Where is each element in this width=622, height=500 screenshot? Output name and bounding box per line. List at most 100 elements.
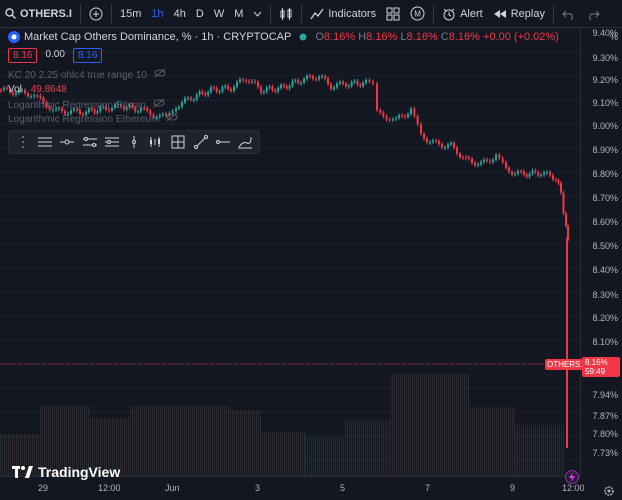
candle [82, 113, 84, 115]
volume-bar [341, 437, 342, 476]
bars-pattern-tool-icon[interactable] [146, 132, 166, 152]
volume-bar [110, 418, 111, 476]
volume-bar [12, 434, 13, 476]
candle [432, 140, 434, 143]
alert-button[interactable]: Alert [437, 0, 488, 28]
fib-tool-icon[interactable] [102, 132, 122, 152]
symbol-search[interactable]: OTHERS.I [0, 0, 77, 28]
cross-line-tool-icon[interactable] [168, 132, 188, 152]
candle [342, 81, 344, 84]
volume-bar [142, 406, 143, 476]
candle [459, 153, 461, 158]
volume-bar [218, 406, 219, 476]
volume-bar [315, 437, 316, 476]
candle [404, 116, 406, 118]
interval-dropdown[interactable] [248, 0, 267, 28]
price-chart[interactable] [0, 28, 580, 476]
volume-bar [504, 407, 505, 476]
indicators-button[interactable]: Indicators [305, 0, 381, 28]
price-tick-label: 7.73% [592, 448, 618, 458]
candle [152, 114, 155, 117]
interval-1h[interactable]: 1h [151, 7, 164, 20]
volume-bar [527, 425, 528, 476]
candle [198, 91, 201, 95]
drag-handle-icon[interactable] [13, 132, 33, 152]
candle [165, 114, 167, 116]
volume-bar [48, 406, 49, 476]
candle [372, 81, 374, 84]
indicator-kc[interactable]: KC 20 2.25 ohlc4 true range 10 [8, 68, 166, 81]
interval-4h[interactable]: 4h [173, 7, 186, 20]
trade-price-box: 8.16 0.00 8.16 [8, 48, 103, 63]
redo-button[interactable] [581, 0, 605, 28]
parallel-channel-tool-icon[interactable] [80, 132, 100, 152]
time-tick-label: 9 [510, 483, 516, 493]
vertical-line-tool-icon[interactable] [124, 132, 144, 152]
volume-bar [0, 434, 1, 476]
volume-bar [448, 374, 449, 476]
price-axis[interactable]: % 9.40% 9.30% 9.20% 9.10% 9.00% 8.90% 8.80% 8.7… [545, 28, 622, 476]
candle [51, 109, 54, 111]
interval-d[interactable]: D [195, 7, 204, 20]
time-tick-label: 29 [38, 483, 49, 493]
volume-bar [100, 418, 101, 476]
tradingview-logo[interactable]: TradingView [12, 464, 120, 480]
volume-bar [387, 419, 388, 476]
volume-bar [200, 406, 201, 476]
m-circle-icon: M [410, 6, 425, 21]
eye-hidden-icon[interactable] [166, 112, 178, 122]
time-tick-label: Jun [165, 483, 180, 493]
buy-price[interactable]: 8.16 [72, 48, 103, 63]
volume-bar [361, 419, 362, 476]
candle [285, 86, 288, 89]
ray-tool-icon[interactable] [213, 132, 233, 152]
indicator-lr-eth[interactable]: Logarithmic Regression Ethereum [8, 112, 178, 125]
market-status-icon [299, 33, 307, 41]
brush-tool-icon[interactable] [235, 132, 255, 152]
trend-line-tool-icon[interactable] [191, 132, 211, 152]
volume-bar [462, 374, 463, 476]
indicator-volume[interactable]: Vol 49.8648 [8, 84, 67, 95]
volume-bar [418, 374, 419, 476]
volume-bar [454, 374, 455, 476]
indicator-lr-btc[interactable]: Logarithmic Regression Bitcoin [8, 98, 165, 111]
eye-hidden-icon[interactable] [154, 68, 166, 78]
price-tick-label: 8.80% [592, 169, 618, 179]
interval-m[interactable]: M [234, 7, 244, 20]
volume-bar [296, 432, 297, 476]
volume-bar [282, 432, 283, 476]
volume-bar [14, 434, 15, 476]
time-axis[interactable]: 29 12:00 Jun 3 5 7 9 12:00 [0, 476, 585, 500]
replay-button[interactable]: Replay [488, 0, 550, 28]
volume-bar [92, 418, 93, 476]
chart-type-button[interactable] [274, 0, 298, 28]
volume-bar [242, 410, 243, 476]
lightning-icon[interactable] [565, 470, 579, 484]
sell-price[interactable]: 8.16 [8, 48, 38, 63]
compare-button[interactable] [84, 0, 108, 28]
undo-button[interactable] [557, 0, 581, 28]
candle [528, 173, 531, 177]
volume-bar [468, 374, 469, 476]
layouts-button[interactable] [381, 0, 405, 28]
alert-manager-button[interactable]: M [405, 0, 430, 28]
volume-bar [500, 407, 501, 476]
horizontal-ray-tool-icon[interactable] [57, 132, 77, 152]
volume-bar [408, 374, 409, 476]
candle [140, 107, 142, 112]
eye-hidden-icon[interactable] [153, 98, 165, 108]
interval-w[interactable]: W [213, 7, 225, 20]
time-tick-label: 7 [425, 483, 431, 493]
candle [175, 108, 177, 111]
interval-15m[interactable]: 15m [119, 7, 142, 20]
candles-icon [280, 7, 292, 20]
candle [122, 106, 125, 110]
horizontal-lines-tool-icon[interactable] [35, 132, 55, 152]
plus-circle-icon [89, 7, 103, 20]
volume-bar [359, 419, 360, 476]
settings-gear-icon[interactable] [603, 485, 615, 497]
volume-bar [88, 406, 89, 476]
candle [347, 85, 350, 87]
volume-bar [466, 374, 467, 476]
candle [210, 87, 212, 92]
